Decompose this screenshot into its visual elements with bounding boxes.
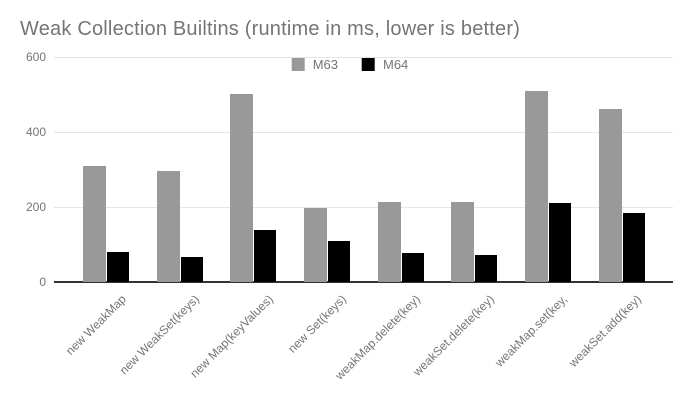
y-tick-200: 200 xyxy=(25,200,46,214)
x-label-4: new Set(keys) xyxy=(285,292,350,356)
gridline-200 xyxy=(54,207,673,208)
bar-m64-8 xyxy=(622,213,645,282)
legend-label-m64: M64 xyxy=(383,57,409,72)
legend-label-m63: M63 xyxy=(312,57,338,72)
legend-item-m63: M63 xyxy=(291,57,338,72)
x-label-3: new Map(keyValues) xyxy=(187,292,276,381)
bar-m63-8 xyxy=(598,108,622,282)
legend: M63 M64 xyxy=(291,57,408,72)
bar-m64-5 xyxy=(401,252,424,282)
y-tick-0: 0 xyxy=(39,275,46,289)
legend-item-m64: M64 xyxy=(362,57,408,72)
y-tick-400: 400 xyxy=(25,125,46,139)
bar-m63-6 xyxy=(451,202,475,282)
x-label-5: weakMap.delete(key) xyxy=(332,292,423,383)
gridline-600 xyxy=(54,57,673,58)
bar-m63-3 xyxy=(230,93,254,282)
plot-area xyxy=(54,57,673,283)
bar-m63-2 xyxy=(156,170,180,282)
x-label-7: weakMap.set(key, xyxy=(492,292,571,370)
bar-m64-1 xyxy=(107,252,129,282)
bar-m64-7 xyxy=(548,202,571,282)
bar-m64-3 xyxy=(254,229,277,282)
y-tick-600: 600 xyxy=(25,50,46,64)
bar-m63-7 xyxy=(524,91,548,282)
bar-m64-6 xyxy=(475,254,498,282)
x-label-2: new WeakSet(keys) xyxy=(116,292,203,378)
x-label-8: weakSet.add(key) xyxy=(566,292,644,370)
m63-color-swatch xyxy=(291,58,305,71)
gridline-400 xyxy=(54,132,673,133)
x-axis-baseline xyxy=(54,281,673,283)
m64-color-swatch xyxy=(362,58,375,71)
bar-m63-5 xyxy=(377,202,401,282)
x-label-1: new WeakMap xyxy=(62,292,129,358)
x-label-6: weakSet.delete(key) xyxy=(409,292,497,379)
bar-m64-4 xyxy=(327,240,350,282)
bar-m63-4 xyxy=(303,208,327,282)
chart-title: Weak Collection Builtins (runtime in ms,… xyxy=(20,18,521,40)
bar-m64-2 xyxy=(180,257,203,282)
bar-m63-1 xyxy=(83,165,106,282)
